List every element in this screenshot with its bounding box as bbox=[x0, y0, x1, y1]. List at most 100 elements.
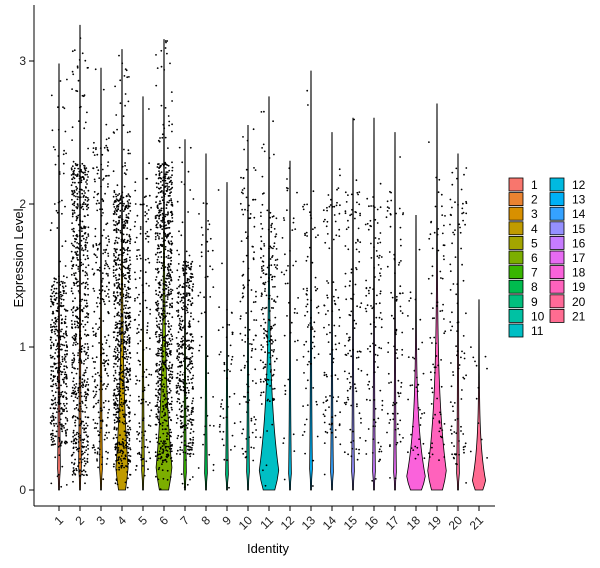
data-point bbox=[127, 152, 130, 155]
data-point bbox=[96, 209, 99, 212]
data-point bbox=[101, 272, 104, 274]
data-point bbox=[268, 157, 271, 159]
data-point bbox=[148, 162, 151, 165]
data-point bbox=[370, 332, 373, 335]
data-point bbox=[115, 408, 117, 411]
data-point bbox=[266, 330, 268, 333]
data-point bbox=[145, 282, 148, 285]
data-point bbox=[395, 443, 398, 446]
data-point bbox=[182, 451, 185, 454]
data-point bbox=[264, 290, 266, 292]
data-point bbox=[117, 200, 120, 202]
data-point bbox=[323, 304, 326, 307]
data-point bbox=[170, 367, 173, 369]
data-point bbox=[314, 286, 317, 288]
data-point bbox=[207, 220, 210, 222]
data-point bbox=[288, 301, 290, 304]
data-point bbox=[170, 240, 173, 243]
y-tick-label: 3 bbox=[19, 54, 26, 68]
data-point bbox=[191, 352, 194, 355]
data-point bbox=[84, 385, 87, 388]
data-point bbox=[247, 401, 249, 404]
data-point bbox=[52, 402, 55, 405]
data-point bbox=[55, 296, 58, 299]
data-point bbox=[122, 413, 124, 416]
data-point bbox=[175, 310, 178, 312]
data-point bbox=[118, 462, 121, 465]
data-point bbox=[157, 222, 160, 224]
data-point bbox=[380, 445, 382, 448]
data-point bbox=[134, 241, 137, 244]
data-point bbox=[331, 416, 334, 418]
data-point bbox=[450, 425, 453, 428]
data-point bbox=[114, 372, 117, 374]
data-point bbox=[70, 440, 73, 443]
data-point bbox=[83, 94, 86, 96]
data-point bbox=[407, 451, 409, 454]
data-point bbox=[164, 175, 167, 178]
data-point bbox=[168, 337, 171, 340]
data-point bbox=[161, 313, 163, 316]
data-point bbox=[414, 298, 417, 301]
data-point bbox=[129, 259, 131, 262]
data-point bbox=[333, 205, 336, 208]
data-point bbox=[119, 231, 122, 234]
data-point bbox=[262, 346, 264, 348]
data-point bbox=[271, 222, 273, 225]
data-point bbox=[226, 308, 228, 311]
data-point bbox=[129, 367, 132, 370]
data-point bbox=[292, 433, 295, 436]
data-point bbox=[84, 369, 87, 372]
data-point bbox=[191, 407, 194, 410]
data-point bbox=[242, 428, 245, 431]
data-point bbox=[113, 253, 115, 255]
data-point bbox=[414, 445, 417, 448]
data-point bbox=[167, 257, 170, 259]
data-point bbox=[85, 399, 88, 402]
data-point bbox=[372, 306, 375, 309]
data-point bbox=[117, 343, 119, 345]
data-point bbox=[392, 404, 394, 407]
data-point bbox=[180, 410, 183, 413]
data-point bbox=[105, 450, 107, 453]
legend-swatch bbox=[549, 294, 565, 309]
data-point bbox=[187, 445, 190, 447]
data-point bbox=[78, 447, 81, 450]
data-point bbox=[359, 306, 362, 309]
data-point bbox=[62, 402, 65, 405]
data-point bbox=[156, 258, 159, 261]
data-point bbox=[324, 430, 327, 433]
data-point bbox=[52, 310, 54, 313]
data-point bbox=[59, 336, 62, 339]
data-point bbox=[427, 277, 430, 280]
data-point bbox=[185, 272, 188, 275]
data-point bbox=[190, 367, 193, 370]
data-point bbox=[54, 382, 57, 385]
data-point bbox=[176, 417, 179, 420]
data-point bbox=[175, 414, 178, 416]
data-point bbox=[115, 206, 118, 208]
data-point bbox=[242, 136, 244, 138]
data-point bbox=[55, 404, 57, 406]
data-point bbox=[271, 275, 274, 278]
data-point bbox=[112, 331, 115, 334]
data-point bbox=[311, 261, 314, 264]
data-point bbox=[365, 453, 368, 455]
data-point bbox=[140, 437, 143, 439]
data-point bbox=[57, 391, 60, 394]
data-point bbox=[123, 422, 125, 425]
data-point bbox=[116, 383, 119, 385]
data-point bbox=[52, 343, 55, 345]
data-point bbox=[208, 223, 211, 226]
data-point bbox=[64, 429, 67, 432]
data-point bbox=[169, 441, 172, 444]
data-point bbox=[101, 285, 104, 288]
data-point bbox=[456, 350, 459, 353]
data-point bbox=[74, 396, 77, 398]
data-point bbox=[144, 299, 147, 302]
data-point bbox=[112, 292, 115, 294]
data-point bbox=[126, 466, 129, 468]
data-point bbox=[161, 469, 164, 472]
data-point bbox=[118, 466, 120, 469]
data-point bbox=[465, 374, 467, 377]
